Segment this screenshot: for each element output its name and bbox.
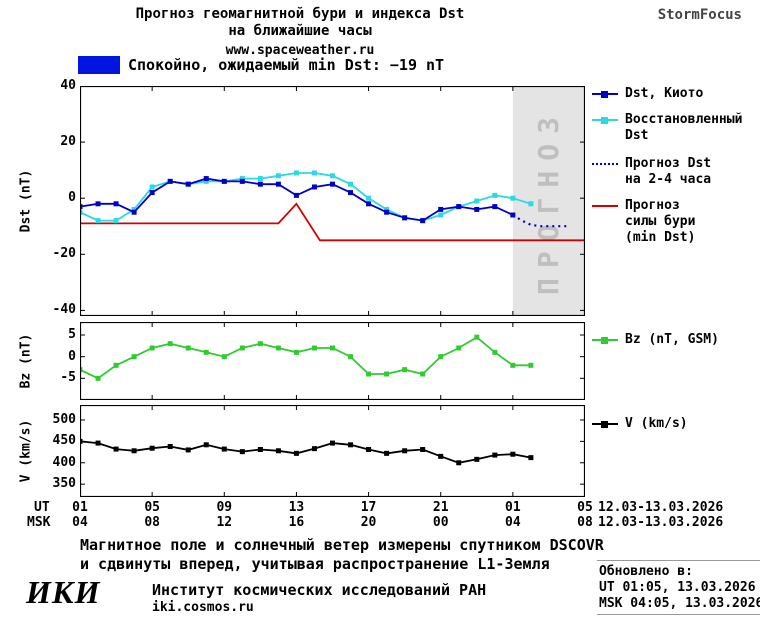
x-tick-label: 00 <box>432 515 449 530</box>
restored-label-line2: Dst <box>625 128 649 143</box>
forecast-region-label: ПРОГНОЗ <box>532 107 565 295</box>
v-legend-label: V (km/s) <box>625 416 688 431</box>
updated-block: Обновлено в: UT 01:05, 13.03.2026 MSK 04… <box>599 564 760 612</box>
legend-entry-v: V (km/s) <box>592 416 688 432</box>
iki-site-link[interactable]: iki.cosmos.ru <box>152 600 254 615</box>
x-tick-label: 13 <box>288 500 305 515</box>
updated-label: Обновлено в: <box>599 564 693 579</box>
y-tick-label: 400 <box>52 454 76 470</box>
ut-axis-label: UT <box>34 500 50 515</box>
note-line2: и сдвинуты вперед, учитывая распростране… <box>80 555 550 573</box>
series-v <box>80 440 532 464</box>
x-tick-label: 16 <box>288 515 305 530</box>
series-bz <box>80 336 531 380</box>
ut-date-range: 12.03-13.03.2026 <box>598 500 724 515</box>
legend-entry-restored: Восстановленный Dst <box>592 112 742 144</box>
msk-axis-label: MSK <box>27 515 51 530</box>
storm-forecast-legend-label: Прогноз силы бури (min Dst) <box>625 198 695 246</box>
msk-tick-row: MSK 12.03-13.03.2026 04 08 12 16 20 00 04 08 <box>0 515 760 531</box>
x-tick-label: 12 <box>216 515 233 530</box>
v-legend-marker <box>592 420 618 432</box>
institute-name: Институт космических исследований РАН <box>152 581 487 599</box>
x-tick-label: 20 <box>360 515 377 530</box>
x-tick-label: 08 <box>144 515 160 530</box>
y-tick-label: 5 <box>68 327 76 342</box>
x-tick-label: 04 <box>72 515 88 530</box>
restored-dst-legend-marker <box>592 116 618 144</box>
legend: Dst, Киото Восстановленный Dst Прогноз D… <box>592 86 760 516</box>
v-ytick-labels: 500 450 400 350 <box>42 405 76 497</box>
y-tick-label: 0 <box>68 348 76 364</box>
updated-ut: UT 01:05, 13.03.2026 <box>599 580 756 595</box>
x-tick-label: 08 <box>577 515 593 530</box>
legend-entry-forecast-dst: Прогноз Dst на 2-4 часа <box>592 156 711 188</box>
storm-label-line2: силы бури <box>625 214 696 229</box>
y-tick-label: 500 <box>52 411 76 427</box>
y-tick-label: 350 <box>52 476 76 492</box>
header: Прогноз геомагнитной бури и индекса Dst … <box>60 6 540 58</box>
series-storm-forecast <box>80 202 585 242</box>
legend-entry-storm-forecast: Прогноз силы бури (min Dst) <box>592 198 695 246</box>
page-title: Прогноз геомагнитной бури и индекса Dst <box>135 6 465 22</box>
spaceweather-link[interactable]: www.spaceweather.ru <box>225 43 375 58</box>
y-tick-label: 0 <box>68 190 76 206</box>
msk-date-range: 12.03-13.03.2026 <box>598 515 724 530</box>
v-axis-label: V (km/s) <box>18 419 34 483</box>
dst-axis-label: Dst (nT) <box>18 169 34 233</box>
storm-label-line3: (min Dst) <box>625 230 696 245</box>
y-tick-label: 40 <box>60 78 76 93</box>
x-tick-label: 17 <box>360 500 377 515</box>
y-tick-label: 20 <box>60 134 76 150</box>
x-tick-label: 01 <box>505 500 521 515</box>
dst-kyoto-legend-marker <box>592 90 618 102</box>
bz-panel: Bz (nT) 5 0 -5 <box>0 322 760 400</box>
status-text: Спокойно, ожидаемый min Dst: −19 nT <box>128 56 445 74</box>
forecast-dst-label-line1: Прогноз Dst <box>625 156 712 171</box>
y-tick-label: 450 <box>52 433 76 449</box>
x-axis: UT 12.03-13.03.2026 01 05 09 13 17 21 01 05 MSK… <box>0 500 760 532</box>
legend-entry-dst-kyoto: Dst, Киото <box>592 86 703 102</box>
x-tick-label: 21 <box>432 500 449 515</box>
dst-kyoto-legend-label: Dst, Киото <box>625 86 704 101</box>
y-tick-label: -5 <box>60 370 76 386</box>
dst-panel: Dst (nT) 40 20 0 -20 -40 ПРОГНОЗ <box>0 78 760 318</box>
storm-forecast-legend-marker <box>592 205 618 246</box>
ut-tick-row: UT 12.03-13.03.2026 01 05 09 13 17 21 01 05 <box>0 500 760 516</box>
v-chart <box>80 405 585 497</box>
x-tick-label: 09 <box>216 500 233 515</box>
updated-divider-bottom <box>597 614 760 615</box>
v-panel: V (km/s) 500 450 400 350 <box>0 405 760 497</box>
status-bar: Спокойно, ожидаемый min Dst: −19 nT <box>78 56 444 74</box>
note-line1: Магнитное поле и солнечный ветер измерен… <box>80 536 604 554</box>
y-tick-label: -40 <box>52 302 76 318</box>
restored-label-line1: Восстановленный <box>625 112 743 127</box>
page-subtitle: на ближайшие часы <box>228 23 372 39</box>
bz-chart <box>80 322 585 400</box>
forecast-dst-legend-label: Прогноз Dst на 2-4 часа <box>625 156 711 188</box>
iki-logo: ИКИ <box>26 574 101 610</box>
bz-ytick-labels: 5 0 -5 <box>42 322 76 400</box>
data-source-note: Магнитное поле и солнечный ветер измерен… <box>80 536 604 574</box>
quiet-status-swatch <box>78 56 120 74</box>
forecast-dst-legend-marker <box>592 163 618 188</box>
forecast-dst-label-line2: на 2-4 часа <box>625 172 712 187</box>
bz-axis-label: Bz (nT) <box>18 333 34 389</box>
restored-dst-legend-label: Восстановленный Dst <box>625 112 742 144</box>
updated-divider-top <box>597 560 760 561</box>
x-tick-label: 05 <box>577 500 593 515</box>
legend-entry-bz: Bz (nT, GSM) <box>592 332 719 348</box>
bz-legend-label: Bz (nT, GSM) <box>625 332 719 347</box>
storm-label-line1: Прогноз <box>625 198 680 213</box>
updated-msk: MSK 04:05, 13.03.2026 <box>599 596 760 611</box>
series-dst-kyoto <box>80 177 514 222</box>
series-restored-dst <box>80 172 532 222</box>
y-tick-label: -20 <box>52 246 76 262</box>
dst-chart: ПРОГНОЗ <box>80 86 585 316</box>
x-tick-label: 01 <box>72 500 88 515</box>
dst-ytick-labels: 40 20 0 -20 -40 <box>42 78 76 318</box>
x-tick-label: 05 <box>144 500 160 515</box>
x-tick-label: 04 <box>505 515 521 530</box>
stormfocus-brand: StormFocus <box>657 7 742 23</box>
bz-legend-marker <box>592 336 618 348</box>
